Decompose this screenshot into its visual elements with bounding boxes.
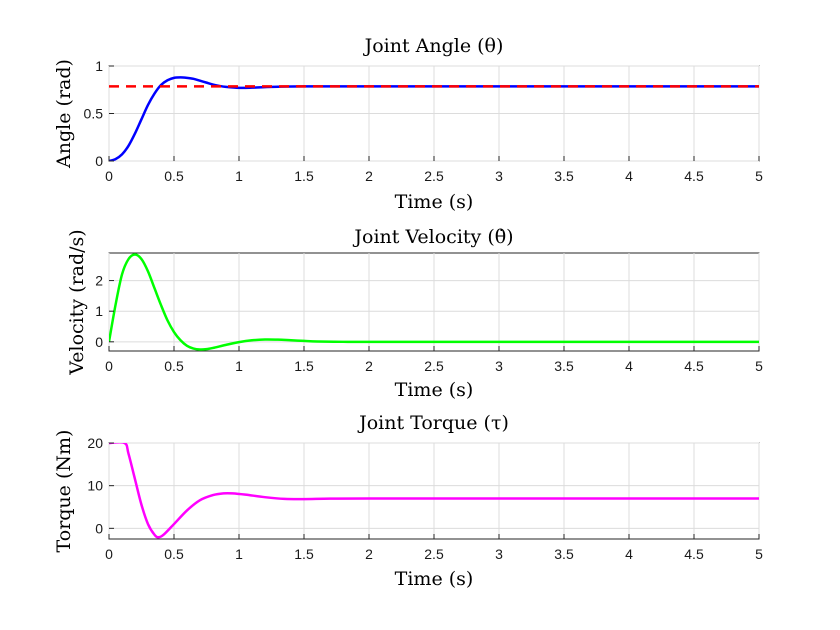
torque-y-label: Torque (Nm) (53, 430, 75, 553)
torque-x-tick-label: 4.5 (684, 546, 704, 562)
angle-x-tick-label: 5 (755, 168, 763, 184)
velocity-grid (108, 253, 760, 351)
angle-x-tick-label: 0 (105, 168, 113, 184)
angle-y-tick-label: 0.5 (84, 106, 104, 122)
velocity-x-tick-label: 1.5 (294, 358, 314, 374)
velocity-y-tick-label: 0 (95, 334, 103, 350)
torque-series-line-0 (109, 443, 759, 539)
angle-series (109, 76, 759, 161)
torque-x-tick-label: 0 (105, 546, 113, 562)
torque-x-ticks: 0 0.5 1 1.5 2 2.5 3 3.5 4 4.5 5 (105, 534, 763, 562)
torque-x-tick-label: 1.5 (294, 546, 314, 562)
velocity-x-tick-label: 1 (235, 358, 243, 374)
torque-grid (108, 442, 760, 539)
angle-x-tick-label: 4 (625, 168, 633, 184)
torque-y-tick-label: 0 (95, 520, 103, 536)
velocity-plot: Joint Velocity (θ̇) 0 0.5 1 1.5 2 2.5 3 3.5 4 4.5… (66, 226, 763, 401)
velocity-x-tick-label: 4.5 (684, 358, 704, 374)
angle-x-tick-label: 1 (235, 168, 243, 184)
angle-y-ticks: 00.51 (84, 58, 114, 169)
torque-x-tick-label: 3.5 (554, 546, 574, 562)
angle-x-tick-label: 3.5 (554, 168, 574, 184)
velocity-y-tick-label: 2 (95, 273, 103, 289)
torque-x-tick-label: 5 (755, 546, 763, 562)
velocity-x-tick-label: 3 (495, 358, 503, 374)
velocity-x-tick-label: 3.5 (554, 358, 574, 374)
velocity-y-tick-label: 1 (95, 303, 103, 319)
velocity-y-ticks: 0 1 2 (95, 273, 114, 350)
angle-x-tick-label: 2 (365, 168, 373, 184)
torque-x-tick-label: 2.5 (424, 546, 444, 562)
velocity-x-label: Time (s) (395, 379, 474, 401)
angle-plot: Joint Angle (θ) 0 0.5 1 1.5 2 2.5 3 3.5 4 4.5 5 00… (53, 35, 763, 213)
angle-y-tick-label: 0 (95, 153, 103, 169)
torque-y-tick-label: 20 (87, 435, 103, 451)
torque-y-tick-label: 10 (87, 478, 103, 494)
torque-x-tick-label: 1 (235, 546, 243, 562)
velocity-x-ticks: 0 0.5 1 1.5 2 2.5 3 3.5 4 4.5 5 (105, 346, 763, 374)
angle-x-ticks: 0 0.5 1 1.5 2 2.5 3 3.5 4 4.5 5 (105, 156, 763, 184)
angle-x-tick-label: 1.5 (294, 168, 314, 184)
velocity-plot-title: Joint Velocity (θ̇) (352, 226, 513, 248)
velocity-x-tick-label: 0.5 (164, 358, 184, 374)
velocity-series-line-0 (109, 253, 759, 351)
angle-y-label: Angle (rad) (53, 59, 75, 169)
torque-x-tick-label: 4 (625, 546, 633, 562)
angle-plot-title: Joint Angle (θ) (363, 35, 504, 57)
torque-x-tick-label: 2 (365, 546, 373, 562)
angle-x-tick-label: 4.5 (684, 168, 704, 184)
angle-x-tick-label: 2.5 (424, 168, 444, 184)
velocity-x-tick-label: 2 (365, 358, 373, 374)
torque-plot: Joint Torque (τ) 0 0.5 1 1.5 2 2.5 3 3.5 4 4.5 5 0… (53, 412, 763, 590)
torque-series (109, 443, 759, 539)
angle-x-tick-label: 3 (495, 168, 503, 184)
angle-grid (108, 65, 760, 162)
torque-y-ticks: 0 10 20 (87, 435, 114, 536)
velocity-x-tick-label: 4 (625, 358, 633, 374)
velocity-series (109, 253, 759, 351)
torque-x-tick-label: 0.5 (164, 546, 184, 562)
velocity-x-tick-label: 2.5 (424, 358, 444, 374)
torque-x-tick-label: 3 (495, 546, 503, 562)
torque-plot-title: Joint Torque (τ) (357, 412, 509, 434)
torque-x-label: Time (s) (395, 568, 474, 590)
velocity-y-label: Velocity (rad/s) (66, 229, 88, 375)
angle-x-label: Time (s) (395, 191, 474, 213)
angle-x-tick-label: 0.5 (164, 168, 184, 184)
velocity-x-tick-label: 5 (755, 358, 763, 374)
velocity-x-tick-label: 0 (105, 358, 113, 374)
angle-y-tick-label: 1 (95, 58, 103, 74)
